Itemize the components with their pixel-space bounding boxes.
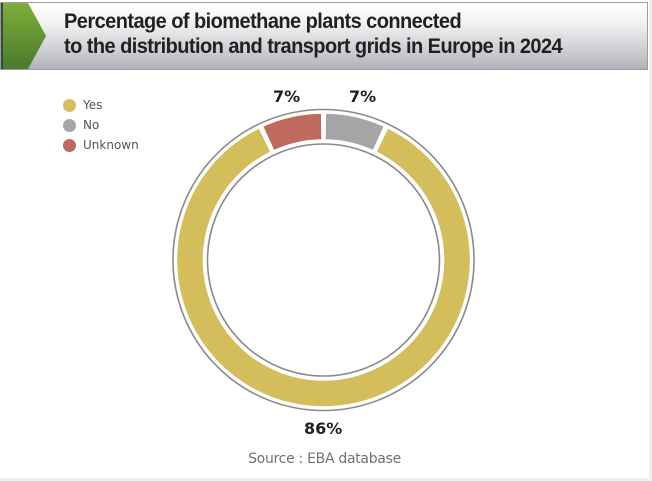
label-yes-percent: 86% <box>304 419 343 438</box>
title-line-1: Percentage of biomethane plants connecte… <box>64 9 462 33</box>
no-swatch-icon <box>63 118 76 132</box>
chart-legend: Yes No Unknown <box>63 95 139 155</box>
yes-swatch-icon <box>63 98 76 112</box>
unknown-swatch-icon <box>63 138 76 152</box>
label-no-percent: 7% <box>349 87 377 106</box>
legend-label-unknown: Unknown <box>83 138 139 152</box>
legend-item-unknown: Unknown <box>63 135 139 155</box>
outer-ring <box>172 108 475 412</box>
segment-yes <box>175 126 472 408</box>
legend-label-yes: Yes <box>83 98 103 112</box>
chart-title: Percentage of biomethane plants connecte… <box>64 9 563 59</box>
inner-ring <box>206 143 441 377</box>
label-unknown-percent: 7% <box>273 87 301 106</box>
chart-header: Percentage of biomethane plants connecte… <box>0 2 648 70</box>
legend-item-yes: Yes <box>63 95 139 115</box>
donut-segments <box>175 112 472 408</box>
segment-no <box>324 112 386 152</box>
source-note: Source : EBA database <box>248 451 401 467</box>
title-line-2: to the distribution and transport grids … <box>64 34 563 58</box>
green-arrow-tab-icon <box>1 3 46 69</box>
legend-label-no: No <box>83 118 100 132</box>
segment-unknown <box>261 112 323 152</box>
legend-item-no: No <box>63 115 139 135</box>
